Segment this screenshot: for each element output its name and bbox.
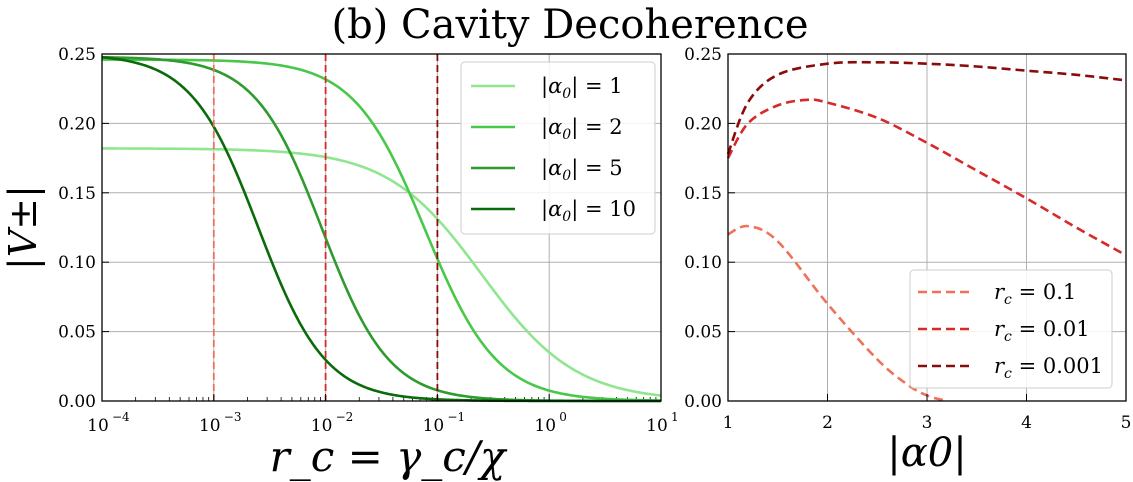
y-axis-label: |V±| [1, 185, 45, 270]
y-tick-label: 0.10 [58, 253, 96, 273]
figure-title: (b) Cavity Decoherence [331, 2, 808, 48]
y-tick-label: 0.25 [684, 45, 722, 65]
series-line [102, 147, 662, 397]
y-tick-label: 0.05 [58, 323, 96, 343]
y-tick-label: 0.10 [684, 253, 722, 273]
legend-box [460, 61, 656, 235]
x-tick-label: 10 [199, 416, 221, 436]
x-axis-label: r_c = γ_c/χ [270, 432, 508, 481]
x-tick-exponent: −1 [447, 410, 465, 424]
x-tick-exponent: −2 [336, 410, 354, 424]
x-tick-label: 1 [723, 413, 734, 433]
legend-entry: |α0| = 5 [541, 156, 623, 184]
series-line [726, 98, 1127, 257]
y-tick-label: 0.15 [684, 184, 722, 204]
series-line [727, 224, 948, 403]
x-tick-label: 4 [1021, 413, 1032, 433]
legend-entry: |α0| = 2 [541, 115, 623, 143]
legend-entry: rc = 0.01 [994, 317, 1090, 345]
x-tick-label: 10 [423, 416, 445, 436]
x-tick-label: 10 [534, 416, 556, 436]
y-tick-label: 0.00 [684, 392, 722, 412]
x-tick-exponent: 1 [671, 410, 679, 424]
y-tick-label: 0.15 [58, 184, 96, 204]
x-tick-label: 5 [1121, 413, 1132, 433]
legend-box [909, 269, 1113, 389]
legend-entry: rc = 0.1 [994, 280, 1076, 308]
left-chart-panel: 10 −4 10 −3 10 −2 10 −1 10 0 10 10.000.050.100.150.… [1, 45, 679, 481]
y-tick-label: 0.20 [684, 114, 722, 134]
legend-entry: |α0| = 10 [541, 197, 636, 225]
x-tick-label: 10 [311, 416, 333, 436]
x-tick-label: 2 [822, 413, 833, 433]
legend-entry: rc = 0.001 [994, 354, 1103, 382]
x-tick-label: 10 [87, 416, 109, 436]
y-tick-label: 0.05 [684, 323, 722, 343]
plot-frame [101, 53, 662, 402]
legend-entry: |α0| = 1 [541, 74, 623, 102]
y-tick-label: 0.20 [58, 114, 96, 134]
x-tick-exponent: −4 [112, 410, 130, 424]
y-tick-label: 0.00 [58, 392, 96, 412]
x-tick-label: 3 [922, 413, 933, 433]
x-tick-label: 10 [646, 416, 668, 436]
x-axis-label: |α0| [887, 430, 966, 476]
series-line [726, 60, 1127, 155]
x-tick-exponent: −3 [224, 410, 242, 424]
x-tick-exponent: 0 [559, 410, 567, 424]
right-chart-panel: 1 2 3 4 5 0.00 0.05 0.10 0.15 0.20 0.25 |α0| rc = 0.… [684, 45, 1131, 476]
series-line [102, 58, 662, 402]
y-tick-label: 0.25 [58, 45, 96, 65]
